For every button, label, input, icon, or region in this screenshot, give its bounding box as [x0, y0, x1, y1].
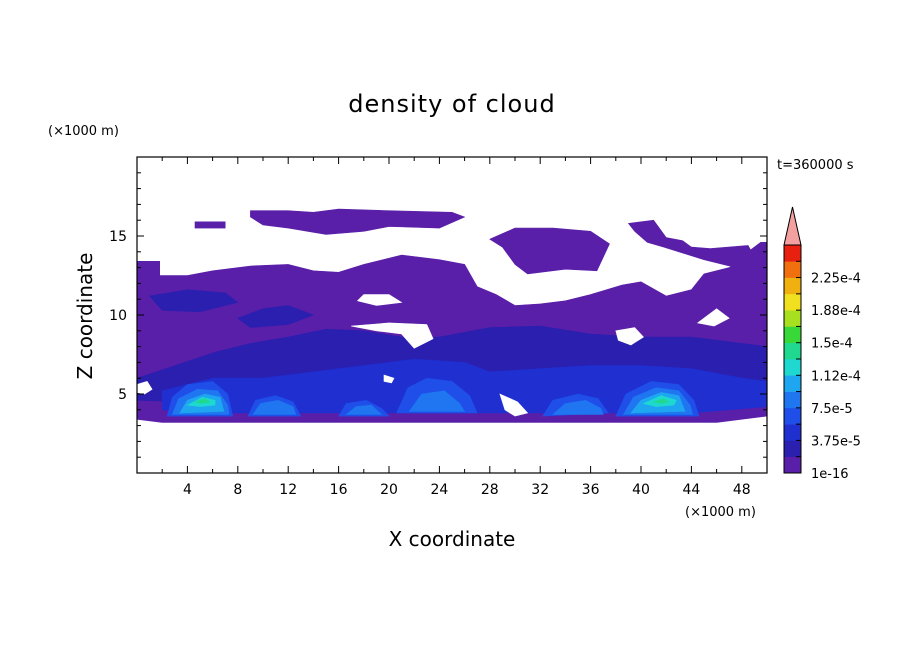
y-axis-label: Z coordinate [73, 253, 97, 380]
x-tick-label: 28 [481, 482, 499, 498]
x-tick-label: 48 [733, 482, 751, 498]
colorbar-tick-label: 2.25e-4 [811, 272, 861, 287]
x-axis-label: X coordinate [389, 527, 516, 551]
x-tick-label: 24 [430, 482, 448, 498]
colorbar-swatch [784, 359, 801, 376]
contour-region-2 [489, 227, 610, 275]
y-tick-label: 5 [118, 387, 127, 403]
colorbar-tick-label: 1.88e-4 [811, 304, 861, 319]
colorbar-swatch [784, 375, 801, 392]
contour-region-25 [193, 398, 211, 404]
colorbar-tick-label: 7.5e-5 [811, 402, 853, 417]
contour-region-19 [552, 399, 604, 415]
colorbar-tick-label: 1e-16 [811, 467, 849, 482]
y-tick-label: 10 [109, 308, 127, 324]
colorbar-swatch [784, 407, 801, 425]
time-label: t=360000 s [777, 158, 854, 173]
x-tick-label: 44 [682, 482, 700, 498]
contour-region-17 [345, 404, 383, 415]
contour-region-33 [137, 381, 153, 395]
colorbar-swatch [784, 424, 801, 441]
colorbar-tick-label: 1.5e-4 [811, 337, 853, 352]
colorbar-extend-arrow [783, 206, 802, 246]
contour-region-1 [250, 208, 466, 235]
contour-region-16 [252, 399, 297, 415]
colorbar-tick-label: 1.12e-4 [811, 369, 861, 384]
contour-region-30 [696, 308, 730, 327]
contour-region-6 [237, 305, 315, 328]
colorbar-swatch [784, 326, 801, 344]
y-unit-label: (×1000 m) [48, 124, 119, 139]
colorbar-swatch [784, 310, 801, 327]
contour-region-26 [652, 398, 670, 404]
x-tick-label: 16 [330, 482, 348, 498]
colorbar-swatch [784, 456, 801, 474]
contour-regions [137, 208, 767, 423]
colorbar-swatch [784, 293, 801, 311]
x-tick-label: 40 [632, 482, 650, 498]
colorbar: 1e-16 3.75e-5 7.5e-5 1.12e-4 1.5e-4 1.88e-4 2.… [783, 206, 861, 482]
colorbar-swatch [784, 245, 801, 262]
chart-title: density of cloud [348, 90, 555, 118]
colorbar-swatch [784, 391, 801, 409]
contour-region-27 [356, 294, 403, 306]
contour-region-32 [499, 393, 529, 417]
contour-region-18 [408, 390, 466, 412]
x-tick-label: 32 [531, 482, 549, 498]
colorbar-swatch [784, 440, 801, 458]
contour-region-3 [627, 219, 758, 267]
x-tick-label: 20 [380, 482, 398, 498]
contour-region-4 [194, 221, 226, 229]
colorbar-swatch [784, 277, 801, 295]
x-unit-label: (×1000 m) [685, 505, 756, 520]
colorbar-tick-label: 3.75e-5 [811, 434, 861, 449]
colorbar-swatch [784, 261, 801, 278]
contour-region-29 [615, 327, 644, 346]
contour-region-31 [383, 374, 395, 384]
contour-region-28 [351, 322, 434, 349]
y-tick-label: 15 [109, 229, 127, 245]
x-tick-label: 8 [233, 482, 242, 498]
x-tick-label: 4 [183, 482, 192, 498]
contour-region-7 [149, 289, 239, 313]
x-tick-label: 12 [279, 482, 297, 498]
x-tick-label: 36 [582, 482, 600, 498]
colorbar-swatch [784, 342, 801, 360]
